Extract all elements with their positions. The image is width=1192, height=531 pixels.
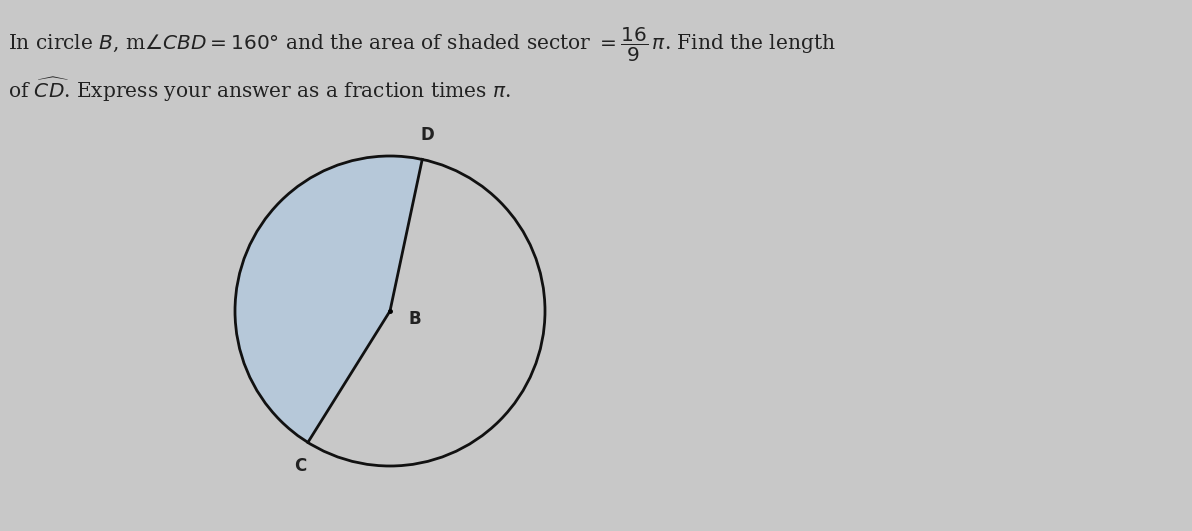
Text: In circle $B$, m$\angle CBD = 160°$ and the area of shaded sector $= \dfrac{16}{: In circle $B$, m$\angle CBD = 160°$ and … [8, 26, 836, 64]
Text: D: D [421, 126, 434, 144]
Text: of $\widehat{CD}$. Express your answer as a fraction times $\pi$.: of $\widehat{CD}$. Express your answer a… [8, 76, 511, 104]
Text: B: B [408, 310, 421, 328]
Polygon shape [235, 156, 422, 442]
Text: C: C [293, 457, 306, 475]
